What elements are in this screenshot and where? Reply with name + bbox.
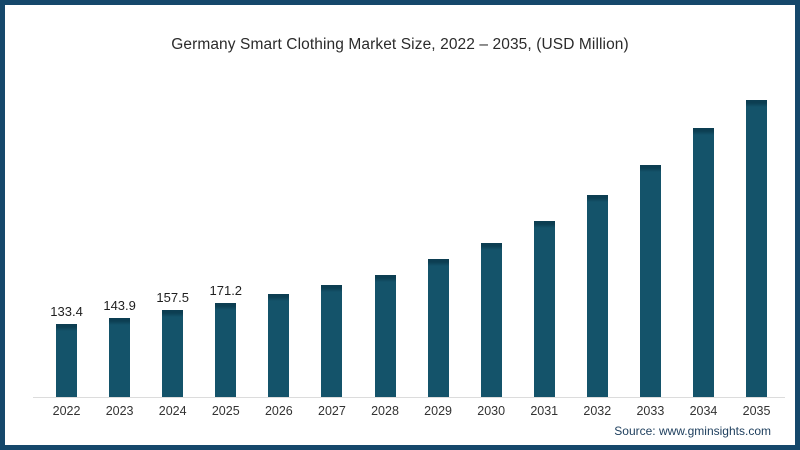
x-tick-label-2035: 2035: [742, 404, 771, 418]
bar-value-label: 171.2: [209, 282, 243, 298]
bar-2029: [427, 258, 449, 397]
bar-column-2023: 143.9: [93, 75, 146, 397]
x-tick-label-2025: 2025: [211, 404, 240, 418]
bar-2027: [321, 284, 343, 397]
bar-2032: [586, 194, 608, 397]
bar-column-2031: [518, 75, 571, 397]
bar-2030: [480, 243, 502, 397]
x-tick-label-2022: 2022: [52, 404, 81, 418]
bar-2031: [533, 220, 555, 397]
x-tick-label-2029: 2029: [424, 404, 452, 418]
bar-2033: [639, 165, 661, 397]
bar-2026: [268, 293, 290, 397]
chart-title: Germany Smart Clothing Market Size, 2022…: [171, 36, 629, 53]
bar-value-label: 133.4: [50, 303, 83, 319]
bar-column-2030: [465, 75, 518, 397]
bar-2022: [56, 323, 78, 397]
bar-2025: [215, 302, 237, 397]
bar-column-2035: [730, 75, 783, 397]
bar-column-2029: [412, 75, 465, 397]
x-tick-label-2027: 2027: [318, 404, 346, 418]
x-tick-label-2031: 2031: [530, 404, 559, 418]
bar-value-label: 143.9: [103, 297, 136, 313]
bar-column-2026: [252, 75, 305, 397]
x-tick-label-2030: 2030: [477, 404, 506, 418]
bar-2024: [162, 310, 184, 397]
bar-2023: [109, 317, 131, 397]
x-tick-label-2026: 2026: [264, 404, 293, 418]
bar-2035: [746, 100, 768, 397]
plot-area: 133.4 143.9 157.5 171.2: [40, 75, 783, 397]
x-tick-label-2024: 2024: [158, 404, 187, 418]
x-tick-label-2033: 2033: [636, 404, 665, 418]
bar-column-2033: [624, 75, 677, 397]
bar-column-2028: [358, 75, 411, 397]
bar-column-2032: [571, 75, 624, 397]
bar-2034: [692, 127, 714, 397]
x-axis-line: [33, 397, 785, 398]
bar-column-2027: [305, 75, 358, 397]
x-tick-label-2028: 2028: [371, 404, 399, 418]
x-tick-label-2023: 2023: [105, 404, 134, 418]
bar-value-label: 157.5: [156, 290, 189, 306]
bar-2028: [374, 274, 396, 397]
bar-column-2034: [677, 75, 730, 397]
bar-column-2022: 133.4: [40, 75, 93, 397]
bar-column-2024: 157.5: [146, 75, 199, 397]
x-tick-label-2032: 2032: [583, 404, 612, 418]
bar-column-2025: 171.2: [199, 75, 252, 397]
source-attribution: Source: www.gminsights.com: [614, 424, 771, 438]
x-tick-label-2034: 2034: [689, 404, 718, 418]
x-axis-tick-labels: 2022 2023 2024 2025 2026 2027 2028 2029 2030 2031…: [40, 404, 783, 418]
